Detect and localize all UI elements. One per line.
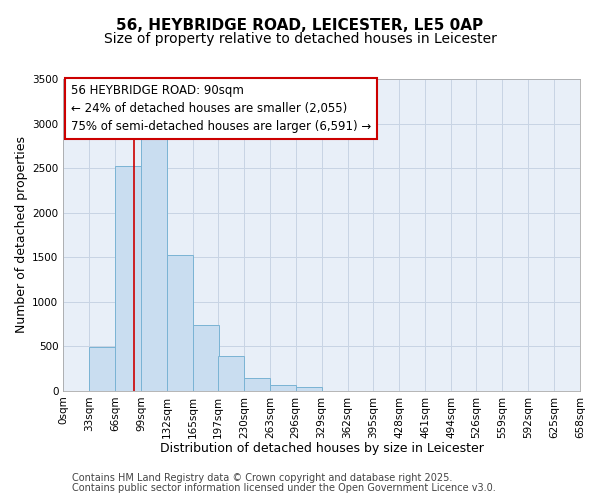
Bar (244, 378, 270, 391)
Bar (115, 166, 141, 391)
Text: 56 HEYBRIDGE ROAD: 90sqm
← 24% of detached houses are smaller (2,055)
75% of sem: 56 HEYBRIDGE ROAD: 90sqm ← 24% of detach… (71, 84, 371, 132)
Bar (218, 356, 244, 391)
Text: Contains public sector information licensed under the Open Government Licence v3: Contains public sector information licen… (72, 483, 496, 493)
Bar (89, 347, 115, 391)
Y-axis label: Number of detached properties: Number of detached properties (15, 136, 28, 334)
Text: Contains HM Land Registry data © Crown copyright and database right 2025.: Contains HM Land Registry data © Crown c… (72, 473, 452, 483)
Text: Size of property relative to detached houses in Leicester: Size of property relative to detached ho… (104, 32, 496, 46)
Bar (270, 385, 296, 391)
X-axis label: Distribution of detached houses by size in Leicester: Distribution of detached houses by size … (160, 442, 484, 455)
Text: 56, HEYBRIDGE ROAD, LEICESTER, LE5 0AP: 56, HEYBRIDGE ROAD, LEICESTER, LE5 0AP (116, 18, 484, 32)
Bar (141, 138, 167, 391)
Bar (193, 325, 219, 391)
Bar (296, 388, 322, 391)
Bar (167, 254, 193, 391)
